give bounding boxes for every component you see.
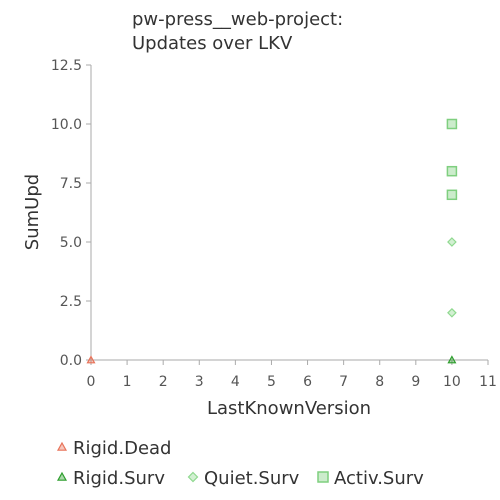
x-axis-label: LastKnownVersion: [207, 398, 371, 419]
y-tick-label: 5.0: [60, 235, 82, 251]
data-point: [447, 237, 457, 247]
legend-label: Rigid.Dead: [73, 438, 171, 459]
y-tick-label: 12.5: [51, 58, 82, 74]
chart-title-line-2: Updates over LKV: [132, 33, 293, 54]
y-tick-label: 2.5: [60, 294, 82, 310]
data-point: [446, 165, 458, 177]
y-axis-ticks: 0.0 2.5 5.0 7.5 10.0 12.5: [51, 58, 91, 369]
x-tick-label: 3: [195, 374, 204, 390]
legend: Rigid.Dead Rigid.Surv Quiet.Surv Activ.Surv: [56, 438, 424, 489]
x-tick-label: 8: [375, 374, 384, 390]
plot-axes: [90, 65, 488, 361]
x-tick-label: 7: [339, 374, 348, 390]
y-axis-label: SumUpd: [22, 174, 43, 250]
data-point: [86, 355, 96, 364]
data-point: [447, 307, 457, 318]
y-tick-label: 10.0: [51, 117, 82, 133]
x-tick-label: 4: [231, 374, 240, 390]
legend-marker: [317, 471, 329, 483]
chart-title-line-1: pw-press__web-project:: [132, 9, 343, 30]
x-tick-label: 5: [267, 374, 276, 390]
x-tick-label: 1: [123, 374, 132, 390]
y-tick-label: 7.5: [60, 176, 82, 192]
legend-marker: [56, 441, 68, 451]
data-points: [86, 118, 458, 364]
x-tick-label: 9: [411, 374, 420, 390]
x-axis-ticks: 0 1 2 3 4 5 6 7 8 9 10 11: [87, 360, 497, 390]
legend-label: Quiet.Surv: [204, 468, 300, 489]
x-tick-label: 6: [303, 374, 312, 390]
legend-label: Rigid.Surv: [73, 468, 165, 489]
x-tick-label: 0: [87, 374, 96, 390]
legend-marker: [187, 471, 199, 483]
data-point: [447, 355, 457, 364]
x-tick-label: 2: [159, 374, 168, 390]
x-tick-label: 10: [443, 374, 461, 390]
y-tick-label: 0.0: [60, 353, 82, 369]
data-point: [446, 189, 458, 201]
x-tick-label: 11: [479, 374, 497, 390]
legend-marker: [56, 471, 68, 481]
data-point: [446, 118, 458, 130]
legend-label: Activ.Surv: [334, 468, 424, 489]
